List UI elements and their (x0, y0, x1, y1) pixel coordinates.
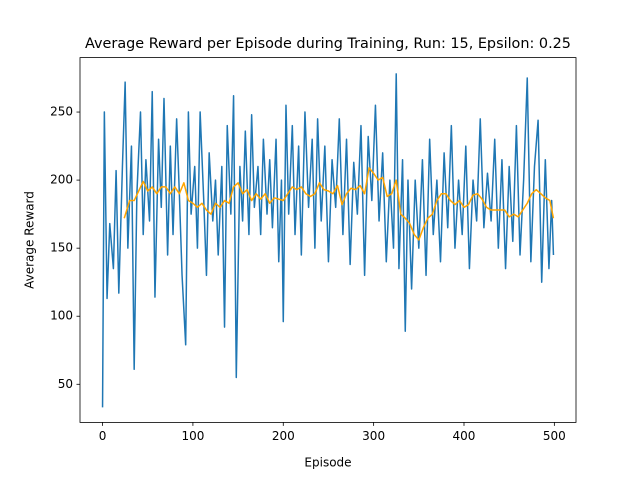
x-tick-label: 400 (453, 429, 476, 443)
y-tick-label: 50 (58, 377, 73, 391)
x-tick-label: 300 (362, 429, 385, 443)
y-tick-label: 150 (50, 241, 73, 255)
x-tick-label: 100 (181, 429, 204, 443)
y-axis-label: Average Reward (23, 191, 37, 289)
y-tick-label: 250 (50, 105, 73, 119)
y-tick-label: 100 (50, 309, 73, 323)
x-tick-label: 500 (543, 429, 566, 443)
y-tick-label: 200 (50, 173, 73, 187)
x-axis-label: Episode (304, 456, 351, 470)
chart-title: Average Reward per Episode during Traini… (85, 36, 571, 52)
plot-frame (79, 57, 577, 423)
data-line (123, 167, 555, 241)
x-tick-label: 0 (99, 429, 107, 443)
x-tick-label: 200 (272, 429, 295, 443)
